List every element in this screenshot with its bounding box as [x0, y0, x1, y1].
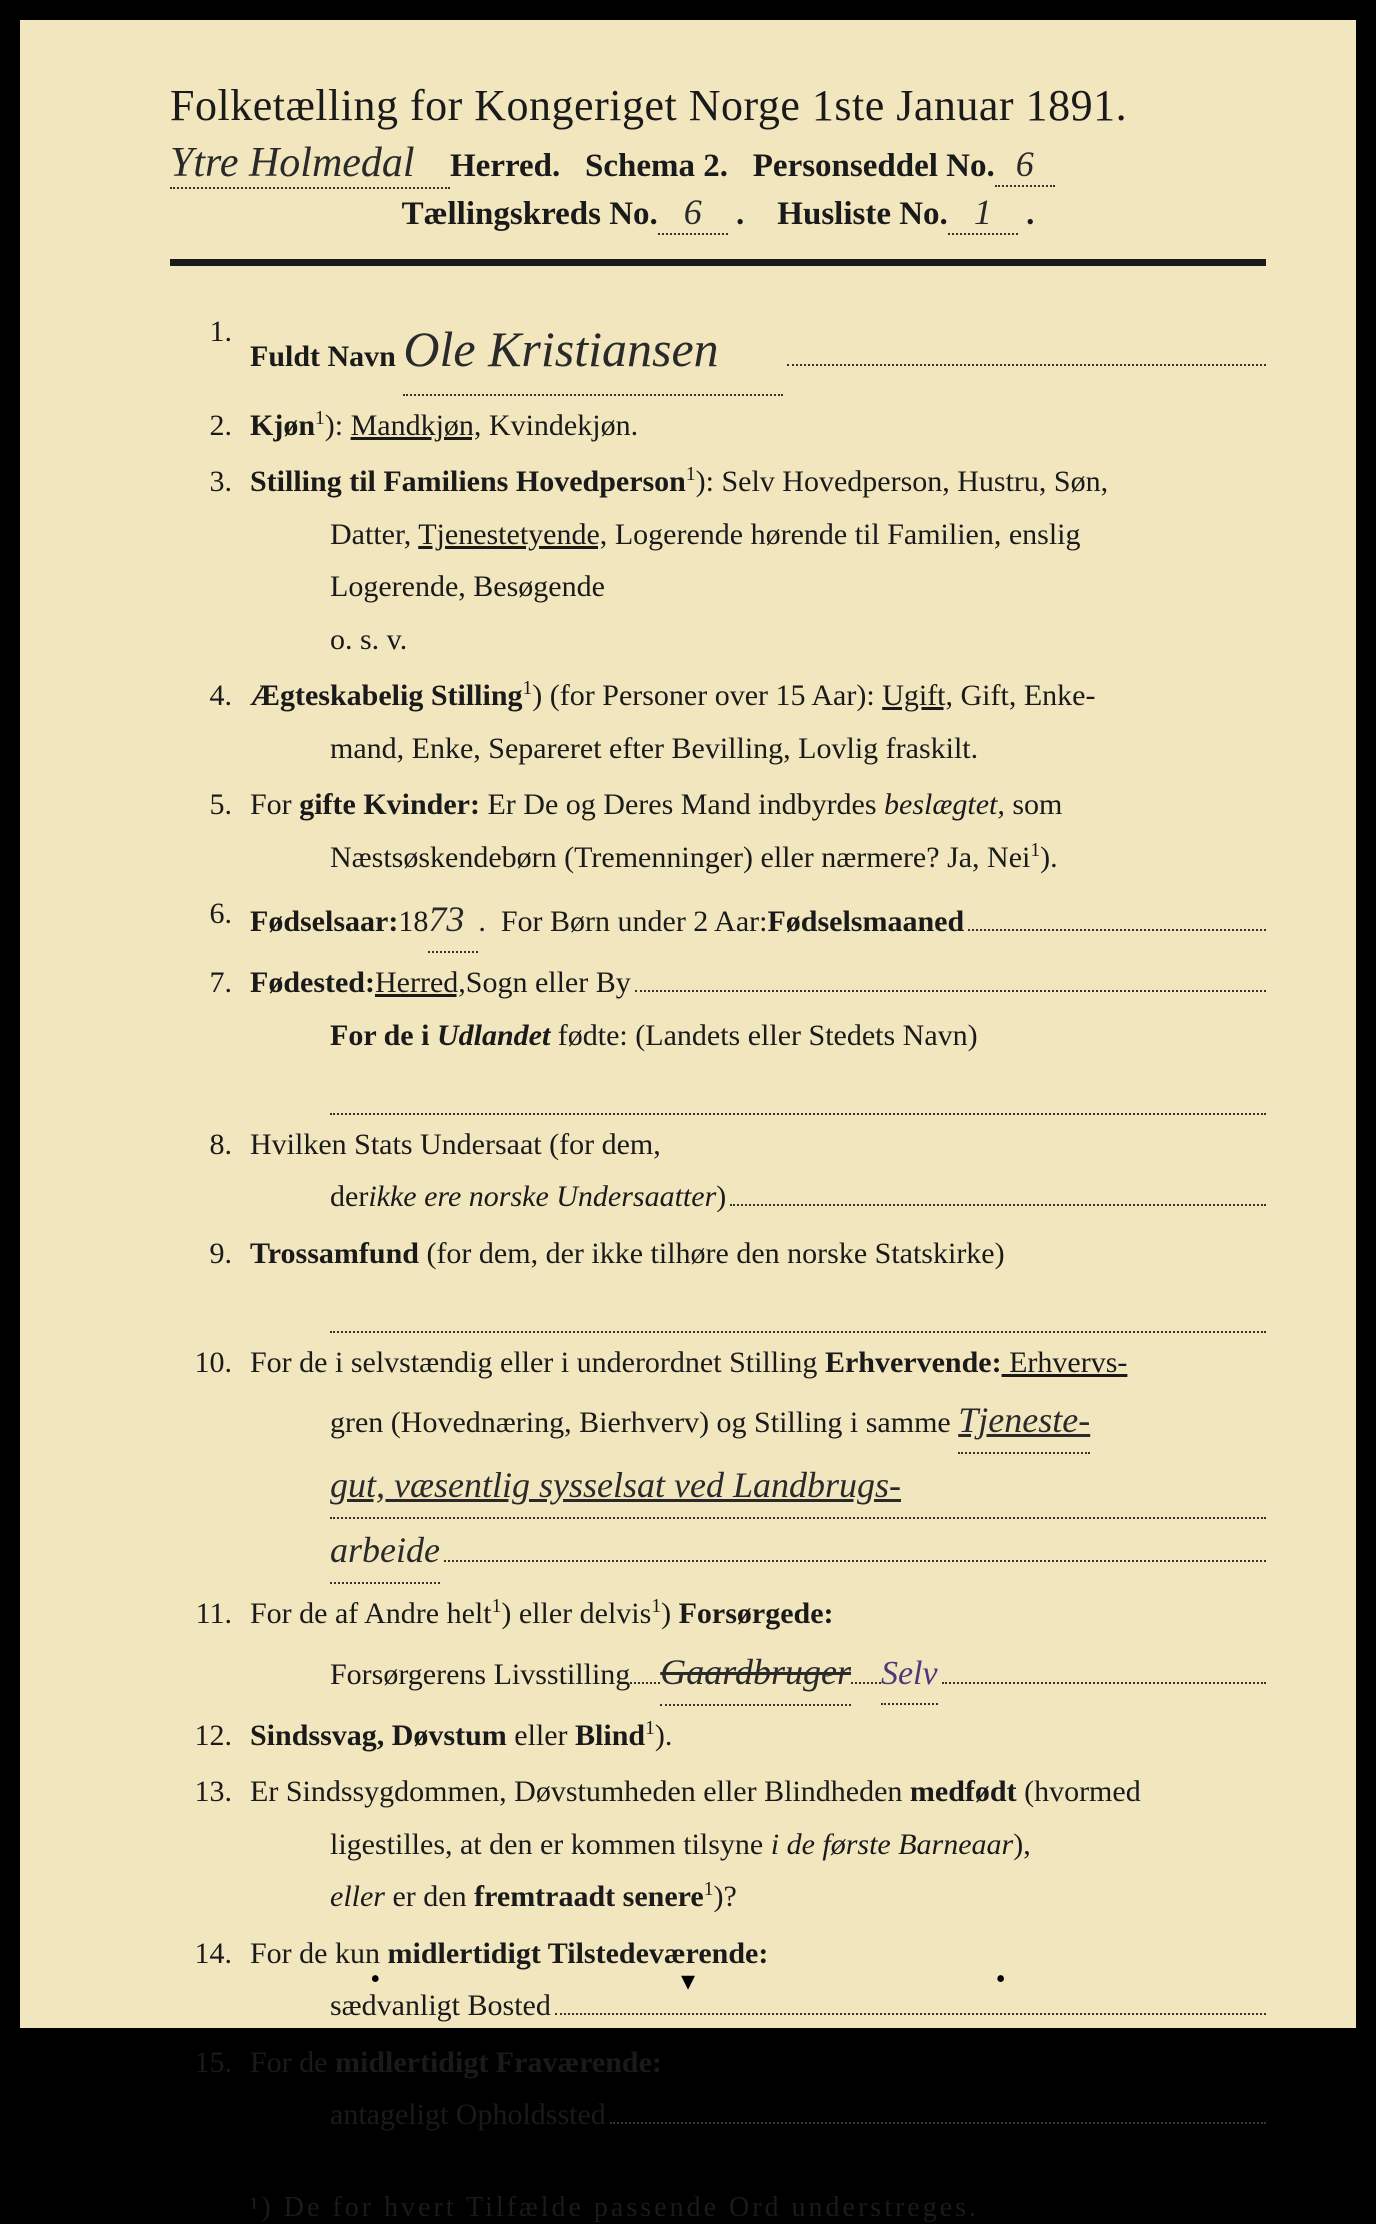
item-6: 6. Fødselsaar: 1873. For Børn under 2 Aa… — [170, 888, 1266, 953]
binding-marks: • ▾ • — [20, 1964, 1356, 1998]
dot-icon: ▾ — [681, 1964, 695, 1998]
personseddel-no: 6 — [995, 143, 1055, 187]
husliste-label: Husliste No. — [777, 196, 948, 232]
divider — [170, 259, 1266, 266]
provider-self: Selv — [881, 1644, 938, 1706]
label-name: Fuldt Navn — [250, 331, 396, 384]
label-relation: Stilling til Familiens Hovedperson — [250, 465, 686, 498]
subtitle-row-2: Tællingskreds No.6 . Husliste No.1 . — [170, 191, 1266, 235]
label-marital: Ægteskabelig Stilling — [250, 679, 523, 712]
item-4: 4. Ægteskabelig Stilling1) (for Personer… — [170, 670, 1266, 775]
form-header: Folketælling for Kongeriget Norge 1ste J… — [170, 80, 1266, 235]
herred-handwritten: Ytre Holmedal — [170, 139, 450, 189]
item-9: 9. Trossamfund (for dem, der ikke tilhør… — [170, 1228, 1266, 1333]
label-religion: Trossamfund — [250, 1237, 419, 1270]
census-form-page: Folketælling for Kongeriget Norge 1ste J… — [0, 0, 1376, 2048]
item-3: 3. Stilling til Familiens Hovedperson1):… — [170, 456, 1266, 666]
form-items: 1. Fuldt Navn Ole Kristiansen 2. Kjøn1):… — [170, 306, 1266, 2142]
item-1: 1. Fuldt Navn Ole Kristiansen — [170, 306, 1266, 396]
item-11: 11. For de af Andre helt1) eller delvis1… — [170, 1588, 1266, 1706]
item-15: 15. For de midlertidigt Fraværende: anta… — [170, 2037, 1266, 2142]
herred-label: Herred. — [450, 148, 560, 184]
label-disability: Sindssvag, Døvstum — [250, 1719, 507, 1752]
item-7: 7. Fødested: Herred, Sogn eller By For d… — [170, 957, 1266, 1115]
dot-icon: • — [996, 1964, 1006, 1998]
occupation-line1: Tjeneste- — [958, 1389, 1090, 1454]
item-5: 5. For gifte Kvinder: Er De og Deres Man… — [170, 779, 1266, 884]
birthyear-value: 73 — [428, 888, 478, 953]
dot-icon: • — [370, 1964, 380, 1998]
sex-male: Mandkjøn, — [351, 409, 482, 442]
provider-occupation: Gaardbruger — [660, 1641, 851, 1706]
subtitle-row-1: Ytre HolmedalHerred. Schema 2. Personsed… — [170, 139, 1266, 189]
occupation-line3: arbeide — [330, 1519, 440, 1584]
item-2: 2. Kjøn1): Mandkjøn, Kvindekjøn. — [170, 400, 1266, 453]
kreds-label: Tællingskreds No. — [402, 196, 658, 232]
relation-servant: Tjenestetyende, — [418, 518, 607, 551]
schema-label: Schema 2. — [585, 148, 728, 184]
occupation-line2: gut, væsentlig sysselsat ved Landbrugs- — [330, 1454, 1266, 1519]
item-12: 12. Sindssvag, Døvstum eller Blind1). — [170, 1710, 1266, 1763]
kreds-no: 6 — [658, 191, 728, 235]
item-13: 13. Er Sindssygdommen, Døvstumheden elle… — [170, 1766, 1266, 1924]
item-10: 10. For de i selvstændig eller i underor… — [170, 1337, 1266, 1585]
marital-single: Ugift, — [882, 679, 953, 712]
label-birthyear: Fødselsaar: — [250, 896, 398, 949]
husliste-no: 1 — [948, 191, 1018, 235]
main-title: Folketælling for Kongeriget Norge 1ste J… — [170, 80, 1266, 131]
value-name: Ole Kristiansen — [403, 306, 783, 396]
footnote: ¹) De for hvert Tilfælde passende Ord un… — [170, 2192, 1266, 2224]
personseddel-label: Personseddel No. — [753, 148, 995, 184]
birthplace-herred: Herred, — [375, 957, 466, 1010]
item-8: 8. Hvilken Stats Undersaat (for dem, der… — [170, 1119, 1266, 1224]
label-sex: Kjøn — [250, 409, 315, 442]
label-birthplace: Fødested: — [250, 957, 375, 1010]
